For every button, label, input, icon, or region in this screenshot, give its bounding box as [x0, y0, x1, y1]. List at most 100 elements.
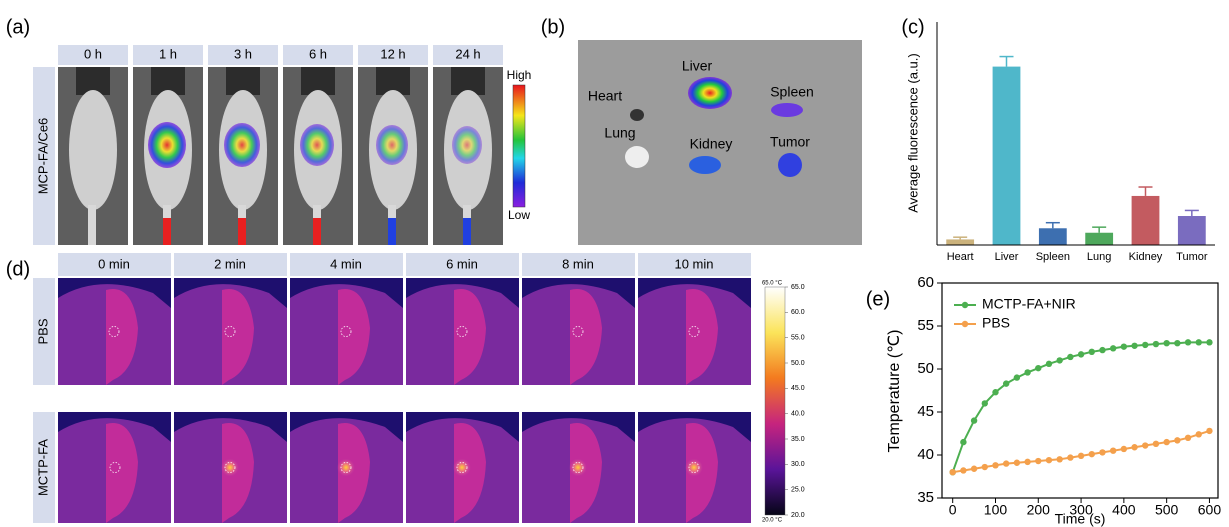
data-point [1109, 345, 1117, 352]
tumor-shape [570, 289, 602, 385]
time-label: 4 min [330, 256, 362, 271]
roi-circle [456, 326, 468, 337]
y-tick-label: 45 [917, 403, 934, 420]
data-point [1142, 341, 1149, 349]
scale-tick-label: 45.0 [791, 385, 805, 392]
tumor-shape [686, 423, 718, 523]
column-header [433, 45, 503, 65]
y-tick-label: 35 [917, 489, 934, 506]
x-tick-label: Lung [1087, 251, 1111, 263]
tumor-shape [222, 289, 254, 385]
scale-max: 65.0 °C [762, 281, 783, 287]
legend-marker [961, 320, 969, 328]
data-point [1163, 340, 1170, 347]
scale-tick-label: 50.0 [791, 360, 805, 367]
data-point [1067, 454, 1074, 461]
bar [1038, 228, 1067, 245]
hot-spot [569, 458, 587, 477]
legend-label: MCTP-FA+NIR [982, 296, 1076, 312]
data-point [1002, 380, 1010, 387]
data-point [1109, 447, 1117, 454]
data-point [1120, 343, 1128, 350]
panel-label: (d) [6, 258, 30, 280]
x-axis-title: Time (s) [1055, 511, 1106, 527]
tumor-shape [338, 423, 370, 523]
column-header [58, 253, 171, 276]
data-point [1131, 444, 1138, 451]
hot-spot [453, 458, 471, 477]
tumor-shape [222, 423, 254, 523]
scale-tick-label: 65.0 [791, 284, 805, 291]
organ [771, 103, 803, 117]
row-label: MCTP-FA [35, 439, 50, 496]
bar [1177, 216, 1206, 245]
panel-label: (e) [866, 288, 890, 310]
y-tick-label: 50 [917, 360, 934, 377]
scale-tick-label: 60.0 [791, 309, 805, 316]
time-label: 12 h [380, 46, 405, 61]
data-point [1184, 339, 1192, 346]
fluorescence [224, 123, 260, 167]
x-tick-label: 200 [1027, 502, 1051, 518]
data-point [960, 467, 967, 474]
scale-low: Low [508, 208, 530, 222]
data-point [1184, 434, 1192, 441]
data-point [1174, 340, 1181, 347]
time-label: 6 h [309, 46, 327, 61]
organ [630, 109, 644, 121]
mouse-body [69, 90, 117, 210]
column-header [58, 45, 128, 65]
x-tick-label: 500 [1155, 502, 1179, 518]
roi-circle [688, 326, 700, 337]
organ [778, 153, 802, 177]
data-point [960, 438, 967, 446]
organ-label: Liver [682, 58, 713, 74]
organ-label: Spleen [770, 84, 814, 100]
legend-marker [961, 301, 969, 309]
tumor-shape [570, 423, 602, 523]
row-label: MCP-FA/Ce6 [35, 118, 50, 195]
data-point [1013, 374, 1021, 381]
colorbar [764, 286, 786, 516]
fluorescence [452, 126, 482, 164]
data-point [992, 389, 999, 396]
organ-label: Heart [588, 88, 622, 104]
column-header [638, 253, 751, 276]
data-point [1142, 442, 1149, 449]
panel-label: (a) [6, 16, 30, 38]
data-point [1131, 342, 1138, 349]
organ-image [578, 40, 862, 245]
organ-label: Lung [604, 125, 635, 141]
data-point [1206, 427, 1213, 435]
data-point [1099, 449, 1106, 456]
column-header [283, 45, 353, 65]
time-label: 3 h [234, 46, 252, 61]
organ [625, 146, 649, 168]
data-point [1077, 452, 1085, 460]
time-label: 2 min [214, 256, 246, 271]
data-point [1024, 458, 1031, 466]
fluorescence [376, 125, 408, 165]
roi-circle [572, 462, 584, 473]
data-point [1045, 456, 1053, 464]
data-point [1077, 351, 1085, 358]
column-header [522, 253, 635, 276]
x-tick-label: 400 [1112, 502, 1136, 518]
roi-circle [340, 326, 352, 337]
data-point [981, 400, 988, 407]
organ-label: Tumor [770, 134, 810, 150]
y-tick-label: 60 [917, 274, 934, 291]
tumor-shape [686, 289, 718, 385]
organ [689, 156, 721, 174]
scale-tick-label: 25.0 [791, 487, 805, 494]
y-tick-label: 55 [917, 317, 934, 334]
bar [1131, 195, 1160, 245]
row-label: PBS [35, 318, 50, 344]
tumor-shape [454, 423, 486, 523]
tail-signal [163, 218, 171, 245]
column-header [133, 45, 203, 65]
data-point [1174, 437, 1181, 444]
organ-label: Kidney [690, 136, 733, 152]
tail-signal [388, 218, 396, 245]
x-tick-label: Kidney [1129, 251, 1163, 263]
